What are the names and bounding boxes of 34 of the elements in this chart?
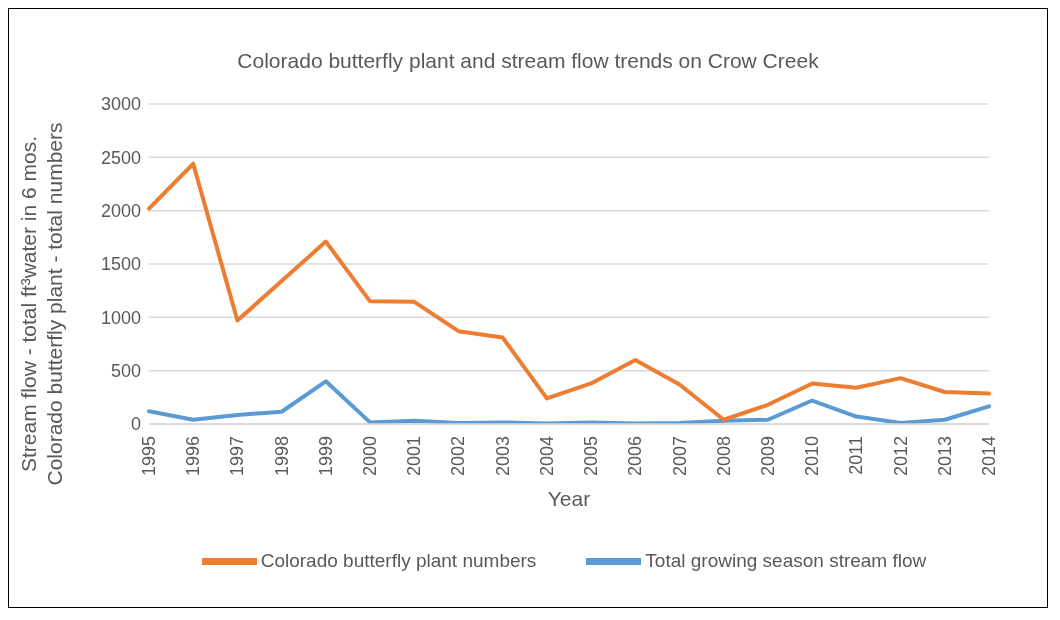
x-tick-label: 2002 (448, 436, 469, 477)
y-tick-label: 500 (110, 361, 141, 382)
y-tick-label: 1500 (100, 254, 141, 275)
x-tick-label: 2003 (492, 436, 513, 477)
x-tick-label: 1998 (271, 436, 292, 477)
x-tick-label: 2014 (979, 436, 999, 477)
line-series (147, 161, 991, 422)
x-tick-label: 1999 (315, 436, 336, 477)
y-tick-label: 0 (130, 414, 141, 435)
chart-title: Colorado butterfly plant and stream flow trends on Crow Creek (236, 49, 820, 73)
x-tick-label: 1997 (227, 436, 248, 477)
y-tick-label: 1000 (100, 307, 141, 328)
y-axis-title: Stream flow - total ft³water in 6 mos. Colorado butterfly plant - total numbers (17, 122, 66, 486)
x-tick-label: 2013 (934, 436, 955, 477)
x-tick-label: 2008 (713, 436, 734, 477)
y-tick-label: 2500 (100, 147, 141, 168)
y-tick-label: 3000 (100, 94, 141, 115)
legend-label: Colorado butterfly plant numbers (260, 549, 537, 571)
x-tick-label: 1995 (139, 436, 159, 477)
x-tick-label: 2007 (669, 436, 690, 477)
y-tick-label: 2000 (100, 201, 141, 222)
x-tick-label: 2012 (890, 436, 911, 477)
x-tick-label: 2009 (757, 436, 778, 477)
x-tick-label: 2011 (846, 436, 867, 475)
legend-label: Total growing season stream flow (645, 549, 927, 571)
x-tick-label: 2010 (802, 436, 823, 477)
x-axis-title: Year (547, 487, 591, 510)
x-tick-label: 2006 (625, 436, 646, 477)
x-tick-label: 1996 (183, 436, 204, 477)
line-series (147, 379, 991, 424)
x-tick-label: 2000 (360, 436, 381, 477)
x-tick-label: 2004 (536, 436, 557, 477)
x-tick-label: 2005 (581, 436, 602, 477)
x-tick-label: 2001 (404, 436, 425, 477)
